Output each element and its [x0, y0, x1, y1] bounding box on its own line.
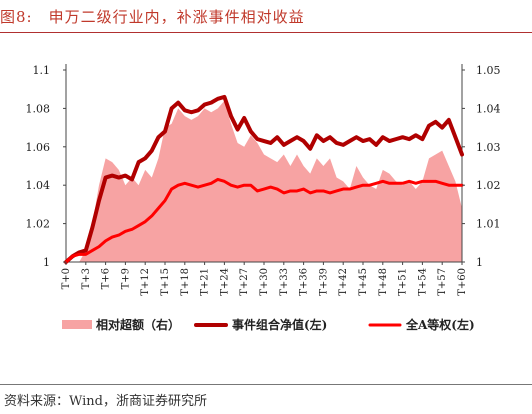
title-divider [0, 32, 532, 33]
x-tick-label: T+51 [398, 268, 409, 296]
x-tick-label: T+48 [378, 268, 389, 296]
x-tick-label: T+42 [338, 268, 349, 296]
right-y-tick-label: 1.01 [476, 218, 501, 231]
area-layer [66, 100, 462, 262]
legend: 相对超额（右） 事件组合净值(左) 全A等权(左) [62, 317, 475, 332]
x-tick-label: T+21 [200, 268, 211, 296]
x-tick-label: T+3 [81, 268, 92, 289]
legend-label-full-a: 全A等权(左) [405, 317, 475, 332]
left-y-tick-label: 1 [43, 256, 50, 269]
x-tick-label: T+9 [120, 268, 131, 289]
x-tick-label: T+30 [259, 268, 270, 296]
dual-axis-chart: 1 1.02 1.04 1.06 1.08 1.1 1 1.01 1.02 1.03 1.04 1.0… [26, 64, 501, 332]
source-divider [0, 384, 532, 385]
right-y-tick-label: 1.05 [476, 64, 501, 77]
x-tick-label: T+39 [318, 268, 329, 296]
left-y-tick-label: 1.02 [26, 218, 51, 231]
x-tick-label: T+33 [279, 268, 290, 296]
x-tick-label: T+6 [101, 268, 112, 289]
chart-title: 图8: 申万二级行业内，补涨事件相对收益 [0, 8, 305, 26]
x-tick-label: T+18 [180, 268, 191, 296]
x-tick-label: T+57 [437, 268, 448, 296]
x-tick-label: T+54 [417, 268, 428, 296]
x-tick-label: T+60 [457, 268, 468, 296]
right-y-tick-label: 1 [476, 256, 483, 269]
x-tick-label: T+45 [358, 268, 369, 296]
series-line-net-value [64, 94, 464, 264]
right-y-tick-label: 1.02 [476, 179, 501, 192]
x-tick-label: T+27 [239, 268, 250, 296]
left-y-tick-label: 1.08 [26, 102, 51, 115]
right-y-tick-label: 1.03 [476, 141, 501, 154]
left-y-tick-label: 1.04 [26, 179, 51, 192]
legend-label-area: 相对超额（右） [96, 317, 180, 332]
x-tick-label: T+24 [219, 268, 230, 296]
legend-label-net-value: 事件组合净值(左) [232, 317, 327, 332]
left-y-tick-label: 1.06 [26, 141, 51, 154]
right-y-tick-label: 1.04 [476, 102, 501, 115]
x-tick-label: T+15 [160, 268, 171, 296]
series-line-full-a [64, 177, 464, 264]
source-note: 资料来源：Wind，浙商证券研究所 [4, 394, 207, 409]
series-area-relative-excess [66, 100, 462, 262]
x-tick-label: T+12 [140, 268, 151, 296]
x-tick-label: T+0 [61, 268, 72, 289]
line-layer [64, 94, 464, 264]
legend-swatch-area [62, 320, 92, 329]
tick-layer: 1 1.02 1.04 1.06 1.08 1.1 1 1.01 1.02 1.03 1.04 1.0… [26, 64, 501, 296]
x-tick-label: T+36 [299, 268, 310, 296]
left-y-tick-label: 1.1 [33, 64, 51, 77]
